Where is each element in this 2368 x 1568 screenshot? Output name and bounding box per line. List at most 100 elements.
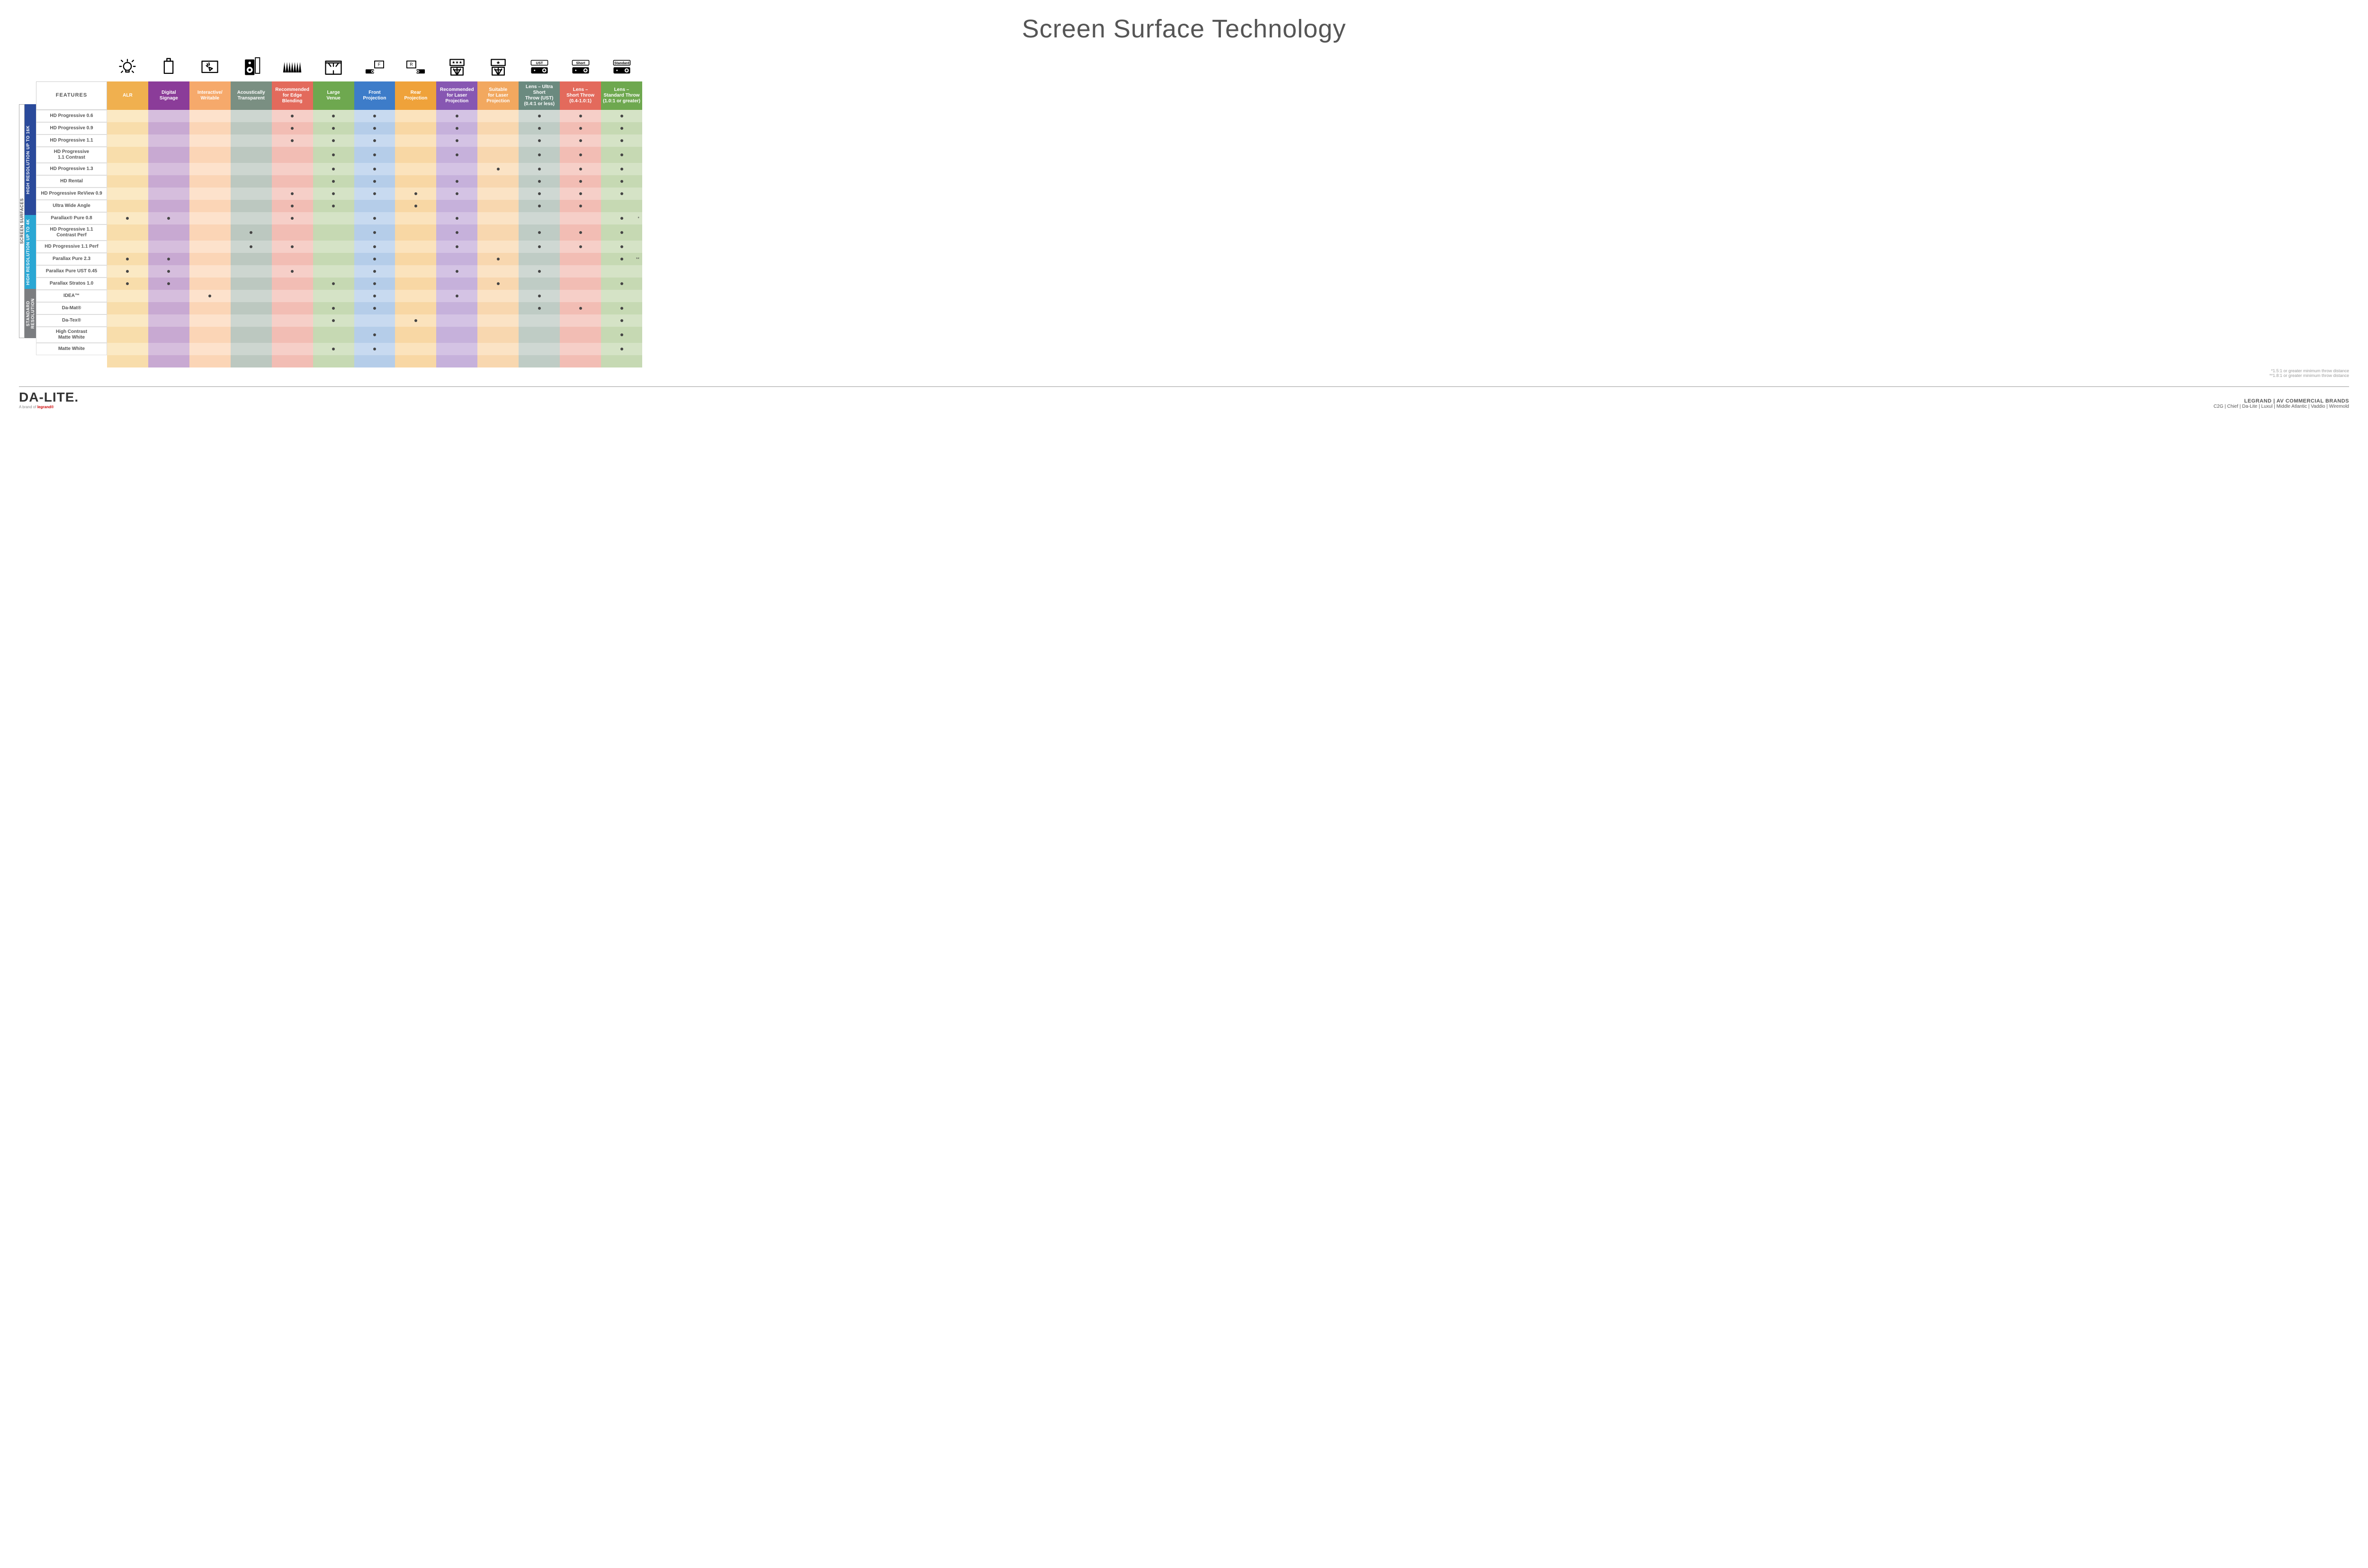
column-header-alr: ALR (107, 81, 148, 110)
svg-text:★★★: ★★★ (452, 61, 462, 65)
row-label: High ContrastMatte White (36, 327, 107, 343)
cell (395, 175, 436, 188)
svg-text:UST: UST (536, 61, 543, 65)
cell (313, 253, 354, 265)
cell (519, 327, 560, 343)
cell (313, 224, 354, 241)
page-title: Screen Surface Technology (19, 14, 2349, 44)
column-icon-ust: UST (519, 53, 560, 81)
table-wrapper: SCREEN SURFACESHIGH RESOLUTION UP TO 16K… (19, 53, 2349, 367)
cell (560, 265, 601, 278)
cell (477, 278, 519, 290)
footer-brands: C2G | Chief | Da-Lite | Luxul | Middle A… (2214, 404, 2349, 409)
cell (560, 302, 601, 314)
cell (519, 224, 560, 241)
cell (560, 327, 601, 343)
cell (231, 163, 272, 175)
column-icon-alr (107, 53, 148, 81)
cell (107, 265, 148, 278)
cell (519, 314, 560, 327)
cell (272, 290, 313, 302)
cell (436, 343, 477, 355)
cell (354, 188, 395, 200)
cell (436, 212, 477, 224)
cell (560, 200, 601, 212)
cell (477, 314, 519, 327)
svg-text:Standard: Standard (614, 61, 629, 65)
cell (436, 314, 477, 327)
cell (107, 327, 148, 343)
cell (519, 122, 560, 134)
cell (148, 163, 189, 175)
cell (560, 241, 601, 253)
cell (477, 327, 519, 343)
column-header-fp: FrontProjection (354, 81, 395, 110)
cell (560, 122, 601, 134)
cell (519, 134, 560, 147)
cell (519, 110, 560, 122)
cell (560, 212, 601, 224)
cell (272, 175, 313, 188)
cell (272, 212, 313, 224)
cell (231, 314, 272, 327)
cell (601, 175, 642, 188)
vertical-label-outer: SCREEN SURFACES (19, 104, 25, 338)
cell (395, 343, 436, 355)
cell (231, 343, 272, 355)
cell (107, 188, 148, 200)
column-icon-fp: F (354, 53, 395, 81)
cell (313, 147, 354, 163)
cell (519, 163, 560, 175)
cell (436, 175, 477, 188)
cell (189, 327, 231, 343)
cell (148, 327, 189, 343)
cell (477, 241, 519, 253)
column-header-lv: LargeVenue (313, 81, 354, 110)
cell (148, 278, 189, 290)
cell (189, 314, 231, 327)
column-icon-at (231, 53, 272, 81)
cell (148, 134, 189, 147)
cell (231, 278, 272, 290)
row-label: HD Progressive ReView 0.9 (36, 188, 107, 200)
cell (313, 314, 354, 327)
cell (436, 265, 477, 278)
cell (477, 290, 519, 302)
row-label: HD Progressive 1.1 (36, 134, 107, 147)
cell (354, 134, 395, 147)
cell (354, 212, 395, 224)
cell (519, 175, 560, 188)
cell (560, 290, 601, 302)
cell (354, 314, 395, 327)
column-header-at: AcousticallyTransparent (231, 81, 272, 110)
cell (601, 134, 642, 147)
cell (107, 212, 148, 224)
cell (148, 253, 189, 265)
cell (519, 290, 560, 302)
row-label: Parallax Pure UST 0.45 (36, 265, 107, 278)
column-icon-lv (313, 53, 354, 81)
cell (560, 224, 601, 241)
cell (313, 200, 354, 212)
footnotes: *1.5:1 or greater minimum throw distance… (19, 368, 2349, 378)
cell (231, 188, 272, 200)
cell (354, 175, 395, 188)
cell (231, 241, 272, 253)
cell (107, 163, 148, 175)
cell (477, 163, 519, 175)
cell (107, 241, 148, 253)
vertical-labels: SCREEN SURFACESHIGH RESOLUTION UP TO 16K… (19, 104, 36, 367)
cell (395, 163, 436, 175)
cell (272, 200, 313, 212)
cell (601, 110, 642, 122)
cell (231, 253, 272, 265)
cell (313, 278, 354, 290)
row-label: Ultra Wide Angle (36, 200, 107, 212)
cell (313, 212, 354, 224)
cell (107, 175, 148, 188)
cell (148, 343, 189, 355)
cell (395, 290, 436, 302)
cell (107, 110, 148, 122)
cell (436, 188, 477, 200)
cell (477, 343, 519, 355)
